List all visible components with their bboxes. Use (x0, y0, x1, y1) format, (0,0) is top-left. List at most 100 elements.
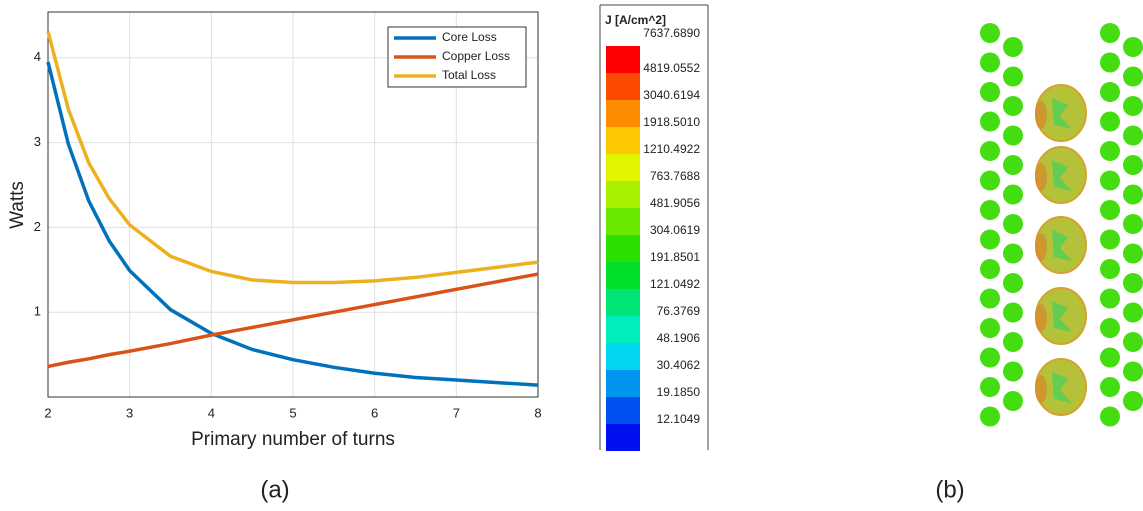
colorbar-swatch (606, 424, 640, 451)
colorbar-label: 19.1850 (657, 385, 701, 399)
conductor-strand (1003, 67, 1023, 87)
colorbar-swatch (606, 397, 640, 424)
conductor-strand (980, 377, 1000, 397)
x-tick-label: 4 (208, 405, 215, 420)
conductor-strand (1100, 141, 1120, 161)
y-tick-label: 2 (34, 219, 41, 234)
legend-label: Core Loss (442, 30, 497, 44)
colorbar-label: 48.1906 (657, 331, 701, 345)
conductor-strand (1003, 155, 1023, 175)
conductor-strand (1003, 37, 1023, 57)
x-tick-label: 6 (371, 405, 378, 420)
conductor-strand (980, 112, 1000, 132)
conductor-strand (1003, 332, 1023, 352)
conductor-strand (1100, 23, 1120, 43)
conductor-strand (1123, 185, 1143, 205)
conductor-strand (1003, 362, 1023, 382)
conductor-strand (1100, 200, 1120, 220)
conductor-strand (1003, 126, 1023, 146)
conductor-strand (980, 23, 1000, 43)
conductor-strand (1003, 391, 1023, 411)
colorbar-swatch (606, 208, 640, 235)
conductor-strand (980, 171, 1000, 191)
edge-highlight (1035, 375, 1047, 403)
colorbar-swatch (606, 316, 640, 343)
colorbar-label: 304.0619 (650, 223, 700, 237)
colorbar-label: 481.9056 (650, 196, 700, 210)
colorbar-label: 1918.5010 (643, 115, 700, 129)
colorbar-swatch (606, 46, 640, 73)
legend-label: Total Loss (442, 68, 496, 82)
legend-label: Copper Loss (442, 49, 510, 63)
conductor-strand (1123, 244, 1143, 264)
colorbar-label: 12.1049 (657, 412, 701, 426)
conductor-strand (980, 53, 1000, 73)
colorbar-swatch (606, 154, 640, 181)
colorbar-title: J [A/cm^2] (605, 13, 666, 27)
y-tick-label: 1 (34, 304, 41, 319)
conductor-strand (1123, 303, 1143, 323)
colorbar-label: 763.7688 (650, 169, 700, 183)
conductor-strand (1123, 214, 1143, 234)
x-axis-label: Primary number of turns (191, 429, 395, 450)
conductor-strand (980, 348, 1000, 368)
colorbar-swatch (606, 100, 640, 127)
panel-label: (a) (260, 476, 289, 503)
colorbar-swatch (606, 181, 640, 208)
colorbar-swatch (606, 127, 640, 154)
conductor-strand (1123, 391, 1143, 411)
colorbar-label: 191.8501 (650, 250, 700, 264)
conductor-strand (1100, 407, 1120, 427)
conductor-strand (1100, 230, 1120, 250)
conductor-strand (980, 289, 1000, 309)
conductor-strand (1123, 67, 1143, 87)
conductor-strand (1123, 96, 1143, 116)
conductor-strand (980, 200, 1000, 220)
conductor-strand (980, 259, 1000, 279)
conductor-strand (1123, 273, 1143, 293)
x-tick-label: 7 (453, 405, 460, 420)
colorbar-swatch (606, 262, 640, 289)
colorbar-swatch (606, 73, 640, 100)
colorbar-swatch (606, 370, 640, 397)
colorbar-label: 30.4062 (657, 358, 701, 372)
y-tick-label: 4 (34, 49, 41, 64)
figure: Watts Primary number of turns (a) (b) J … (0, 0, 1143, 511)
edge-highlight (1035, 101, 1047, 129)
colorbar-swatch (606, 343, 640, 370)
colorbar-swatch (606, 289, 640, 316)
y-tick-label: 3 (34, 134, 41, 149)
conductor-strand (1100, 82, 1120, 102)
conductor-strand (980, 407, 1000, 427)
field-image (980, 23, 1143, 427)
x-tick-label: 2 (44, 405, 51, 420)
conductor-strand (1003, 214, 1023, 234)
conductor-strand (1003, 185, 1023, 205)
conductor-strand (980, 318, 1000, 338)
conductor-strand (1123, 37, 1143, 57)
conductor-strand (1100, 53, 1120, 73)
edge-highlight (1035, 304, 1047, 332)
conductor-strand (1123, 155, 1143, 175)
colorbar-label: 7637.6890 (643, 26, 700, 40)
panel-label: (b) (935, 476, 964, 503)
conductor-strand (1100, 377, 1120, 397)
edge-highlight (1035, 233, 1047, 261)
colorbar-label: 76.3769 (657, 304, 701, 318)
conductor-strand (980, 230, 1000, 250)
conductor-strand (1100, 318, 1120, 338)
conductor-strand (1100, 112, 1120, 132)
x-tick-label: 8 (534, 405, 541, 420)
conductor-strand (1100, 289, 1120, 309)
x-tick-label: 3 (126, 405, 133, 420)
colorbar-label: 1210.4922 (643, 142, 700, 156)
x-tick-label: 5 (289, 405, 296, 420)
conductor-strand (1123, 126, 1143, 146)
colorbar-swatch (606, 235, 640, 262)
conductor-strand (1003, 303, 1023, 323)
conductor-strand (1003, 244, 1023, 264)
conductor-strand (980, 82, 1000, 102)
conductor-strand (1003, 273, 1023, 293)
colorbar-label: 4819.0552 (643, 61, 700, 75)
conductor-strand (1003, 96, 1023, 116)
